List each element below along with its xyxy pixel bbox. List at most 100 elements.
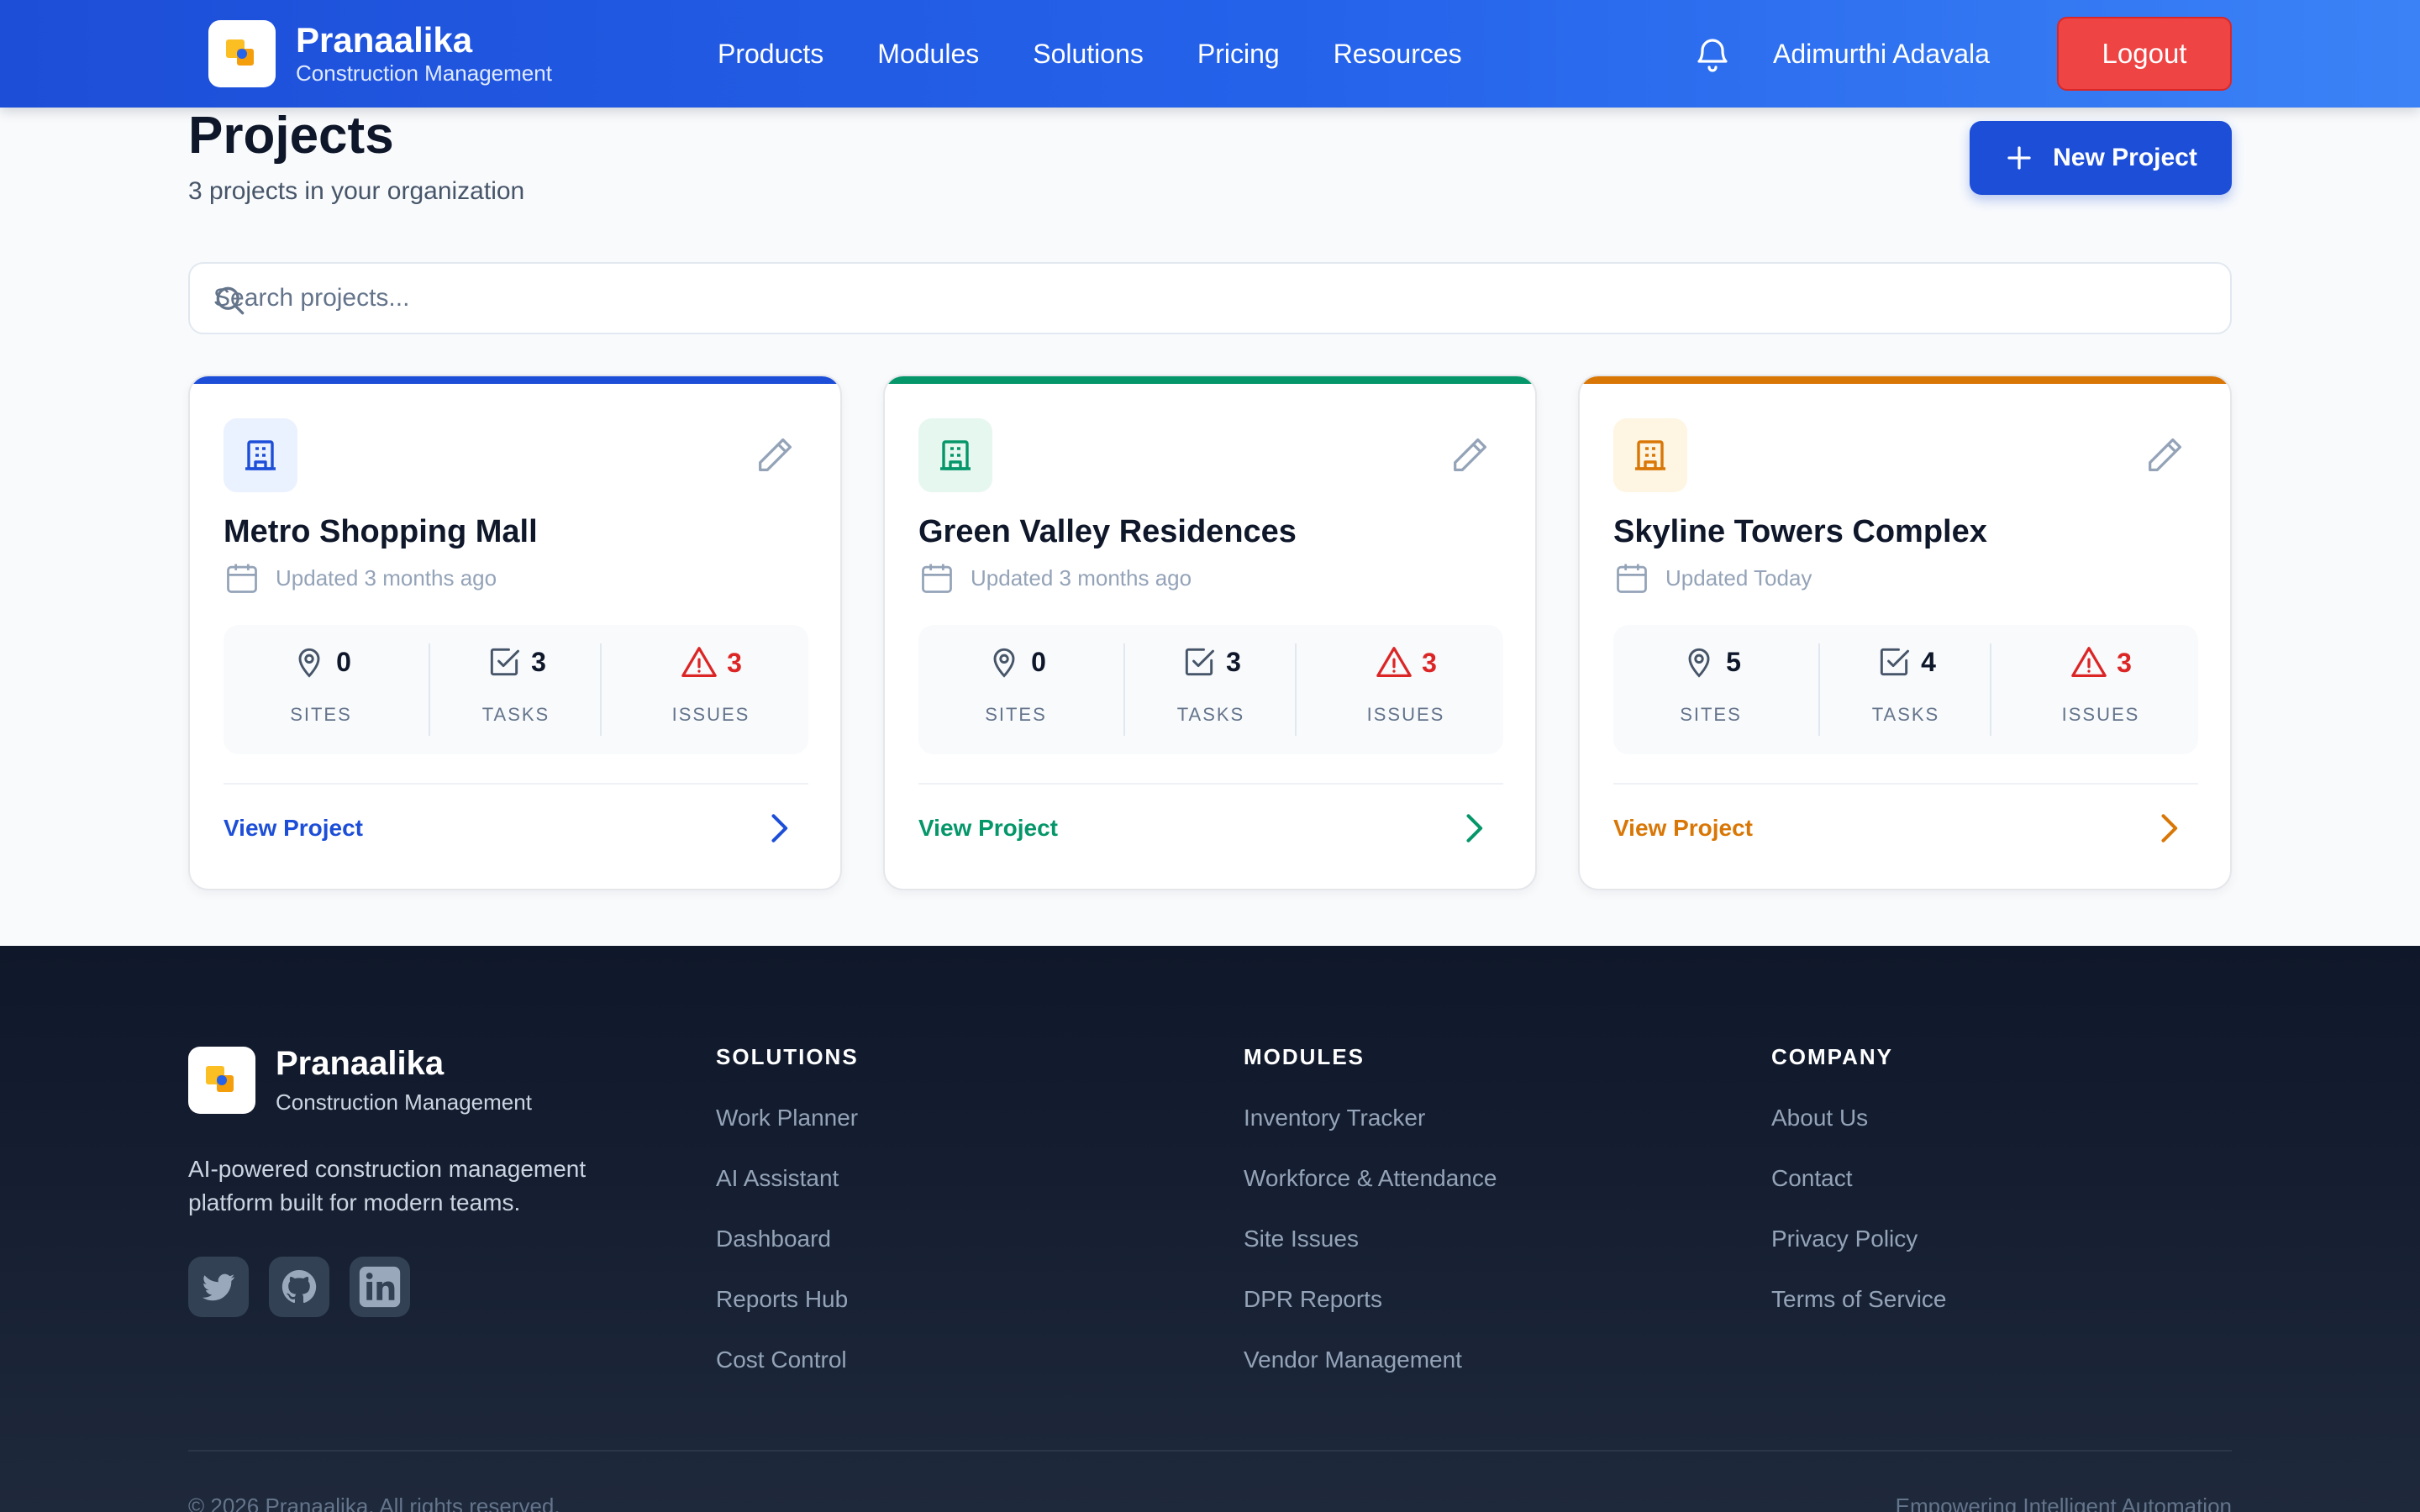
footer-tagline: Empowering Intelligent Automation <box>1895 1494 2232 1512</box>
issues-count: 3 <box>727 647 742 678</box>
tasks-count: 3 <box>531 646 546 677</box>
footer-link[interactable]: About Us <box>1771 1105 1869 1131</box>
card-accent-bar <box>885 376 1535 384</box>
footer-divider <box>188 1450 2232 1452</box>
project-stats: 0 SITES 3 TASKS 3 ISS <box>918 625 1503 754</box>
building-icon <box>224 418 297 492</box>
footer-link[interactable]: DPR Reports <box>1244 1286 1382 1312</box>
footer-link[interactable]: Site Issues <box>1244 1226 1359 1252</box>
nav-link-resources[interactable]: Resources <box>1333 38 1462 69</box>
search-input[interactable] <box>213 264 2213 333</box>
edit-pencil-icon[interactable] <box>753 433 797 477</box>
view-project-link[interactable]: View Project <box>1613 815 1754 841</box>
top-navbar: Pranaalika Construction Management Produ… <box>0 0 2420 108</box>
stat-tasks: 3 TASKS <box>418 625 613 754</box>
sites-count: 5 <box>1726 646 1741 677</box>
nav-link-solutions[interactable]: Solutions <box>1033 38 1144 69</box>
warning-icon <box>1376 647 1412 677</box>
nav-link-products[interactable]: Products <box>718 38 824 69</box>
chevron-right-icon[interactable] <box>1455 810 1491 847</box>
project-name[interactable]: Skyline Towers Complex <box>1613 514 1987 549</box>
card-accent-bar <box>1580 376 2230 384</box>
main-nav: Products Modules Solutions Pricing Resou… <box>718 0 1516 108</box>
stat-issues: 3 ISSUES <box>613 625 808 754</box>
footer-link[interactable]: Reports Hub <box>716 1286 849 1312</box>
footer-col-modules: MODULES Inventory Tracker Workforce & At… <box>1244 1042 1497 1404</box>
bell-icon[interactable] <box>1692 35 1733 76</box>
twitter-icon[interactable] <box>188 1257 249 1317</box>
stat-issues: 3 ISSUES <box>2003 625 2198 754</box>
logo-icon <box>208 20 276 87</box>
new-project-button[interactable]: New Project <box>1970 121 2232 195</box>
edit-pencil-icon[interactable] <box>1448 433 1491 477</box>
stat-sites: 5 SITES <box>1613 625 1808 754</box>
stat-sites: 0 SITES <box>918 625 1113 754</box>
user-name[interactable]: Adimurthi Adavala <box>1773 39 1990 69</box>
footer-description: AI-powered construction management platf… <box>188 1156 587 1215</box>
copyright-text: © 2026 Pranaalika. All rights reserved. <box>188 1494 560 1512</box>
footer-link[interactable]: Cost Control <box>716 1347 847 1373</box>
project-name[interactable]: Metro Shopping Mall <box>224 514 538 549</box>
footer-link[interactable]: Terms of Service <box>1771 1286 1947 1312</box>
site-footer: Pranaalika Construction Management AI-po… <box>0 946 2420 1512</box>
view-project-link[interactable]: View Project <box>224 815 364 841</box>
tasks-count: 3 <box>1226 646 1241 677</box>
view-project-link[interactable]: View Project <box>918 815 1059 841</box>
new-project-label: New Project <box>2053 144 2197 171</box>
edit-pencil-icon[interactable] <box>2143 433 2186 477</box>
issues-label: ISSUES <box>671 704 750 725</box>
footer-col-company: COMPANY About Us Contact Privacy Policy … <box>1771 1042 1947 1344</box>
updated-row: Updated 3 months ago <box>224 559 497 596</box>
card-divider <box>224 783 808 785</box>
sites-count: 0 <box>1031 646 1046 677</box>
nav-link-pricing[interactable]: Pricing <box>1197 38 1280 69</box>
logout-button[interactable]: Logout <box>2057 17 2232 91</box>
map-pin-icon <box>1688 648 1710 678</box>
linkedin-icon[interactable] <box>350 1257 410 1317</box>
issues-count: 3 <box>2117 647 2132 678</box>
project-card: Green Valley Residences Updated 3 months… <box>883 375 1537 890</box>
stat-issues: 3 ISSUES <box>1308 625 1503 754</box>
footer-link[interactable]: AI Assistant <box>716 1165 839 1191</box>
project-card: Metro Shopping Mall Updated 3 months ago… <box>188 375 842 890</box>
tasks-label: TASKS <box>1871 704 1940 725</box>
page-title: Projects <box>188 107 394 165</box>
sites-count: 0 <box>336 646 351 677</box>
footer-link[interactable]: Workforce & Attendance <box>1244 1165 1497 1191</box>
stat-divider <box>1818 643 1820 736</box>
stat-tasks: 3 TASKS <box>1113 625 1308 754</box>
footer-link[interactable]: Work Planner <box>716 1105 859 1131</box>
tasks-count: 4 <box>1921 646 1936 677</box>
stat-divider <box>1123 643 1125 736</box>
footer-col-title: MODULES <box>1244 1044 1365 1069</box>
project-stats: 0 SITES 3 TASKS 3 ISS <box>224 625 808 754</box>
tasks-label: TASKS <box>481 704 550 725</box>
footer-link[interactable]: Privacy Policy <box>1771 1226 1918 1252</box>
updated-text: Updated 3 months ago <box>276 564 497 591</box>
stat-divider <box>429 643 430 736</box>
building-icon <box>918 418 992 492</box>
calendar-icon <box>227 564 257 593</box>
brand[interactable]: Pranaalika Construction Management <box>208 20 552 87</box>
footer-link[interactable]: Dashboard <box>716 1226 831 1252</box>
plus-icon <box>2004 143 2034 173</box>
footer-link[interactable]: Vendor Management <box>1244 1347 1462 1373</box>
sites-label: SITES <box>290 704 352 725</box>
nav-link-modules[interactable]: Modules <box>877 38 980 69</box>
footer-logo-icon[interactable] <box>188 1047 255 1114</box>
map-pin-icon <box>993 648 1015 678</box>
project-card: Skyline Towers Complex Updated Today 5 S… <box>1578 375 2232 890</box>
tasks-label: TASKS <box>1176 704 1245 725</box>
calendar-icon <box>1617 564 1647 593</box>
brand-subtitle: Construction Management <box>296 60 552 86</box>
chevron-right-icon[interactable] <box>2149 810 2186 847</box>
footer-link[interactable]: Inventory Tracker <box>1244 1105 1426 1131</box>
task-check-icon <box>490 648 520 676</box>
brand-name: Pranaalika <box>296 20 473 60</box>
github-icon[interactable] <box>269 1257 329 1317</box>
project-name[interactable]: Green Valley Residences <box>918 514 1297 549</box>
footer-link[interactable]: Contact <box>1771 1165 1853 1191</box>
chevron-right-icon[interactable] <box>760 810 797 847</box>
warning-icon <box>681 647 717 677</box>
task-check-icon <box>1880 648 1910 676</box>
